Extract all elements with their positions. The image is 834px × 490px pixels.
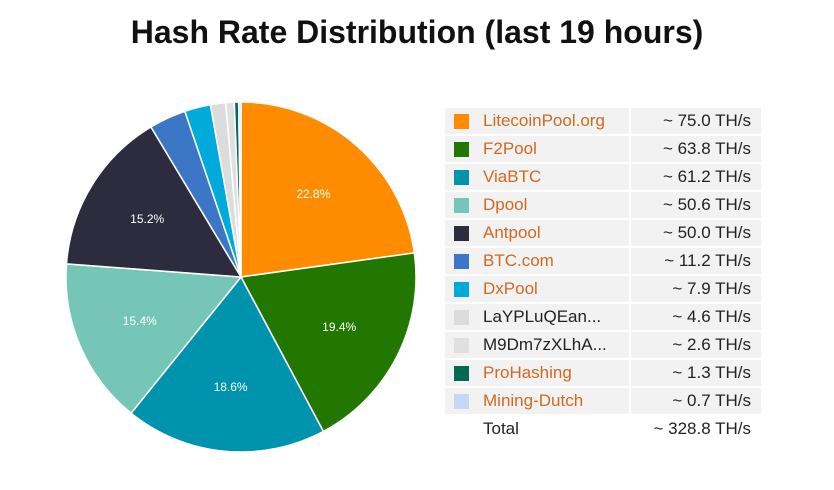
pool-link[interactable]: LitecoinPool.org [483, 111, 605, 130]
slice-percent-label: 22.8% [296, 187, 330, 201]
legend-gap [629, 388, 631, 414]
hash-rate-value: ~ 75.0 TH/s [631, 108, 761, 134]
slice-percent-label: 18.6% [214, 380, 248, 394]
legend-swatch [453, 394, 469, 410]
slice-percent-label: 15.4% [123, 314, 157, 328]
pool-address: M9Dm7zXLhA... [483, 335, 607, 354]
legend-row: ViaBTC ~ 61.2 TH/s [445, 164, 761, 190]
legend-gap [629, 304, 631, 330]
legend-swatch [453, 366, 469, 382]
legend-row: LitecoinPool.org ~ 75.0 TH/s [445, 108, 761, 134]
legend-swatch [453, 282, 469, 298]
legend-gap [629, 416, 631, 442]
legend-name-cell: F2Pool [477, 136, 629, 162]
pie-slice-f2pool[interactable] [239, 252, 417, 433]
pool-link[interactable]: Mining-Dutch [483, 391, 584, 410]
legend-swatch [453, 198, 469, 214]
legend-swatch-cell [445, 360, 477, 386]
hash-rate-value: ~ 11.2 TH/s [631, 248, 761, 274]
legend-swatch-cell [445, 248, 477, 274]
total-label: Total [483, 419, 519, 438]
pie-slice-litecoinpool-org[interactable] [240, 101, 416, 278]
legend-total-spacer [445, 416, 477, 442]
legend-swatch [453, 142, 469, 158]
pool-link[interactable]: Antpool [483, 223, 541, 242]
chart-title: Hash Rate Distribution (last 19 hours) [130, 14, 704, 50]
legend-name-cell: M9Dm7zXLhA... [477, 332, 629, 358]
legend-swatch [453, 338, 469, 354]
legend-row: Dpool ~ 50.6 TH/s [445, 192, 761, 218]
legend-row: ProHashing ~ 1.3 TH/s [445, 360, 761, 386]
pie-slice-viabtc[interactable] [130, 275, 325, 453]
legend-swatch-cell [445, 136, 477, 162]
hash-rate-value: ~ 50.0 TH/s [631, 220, 761, 246]
legend-row: M9Dm7zXLhA... ~ 2.6 TH/s [445, 332, 761, 358]
legend-gap [629, 192, 631, 218]
legend-swatch [453, 170, 469, 186]
pie-chart: 22.8% 19.4% 18.6% 15.4% 15.2% [65, 101, 417, 453]
pool-link[interactable]: F2Pool [483, 139, 537, 158]
legend-swatch-cell [445, 220, 477, 246]
legend-gap [629, 360, 631, 386]
legend-swatch-cell [445, 192, 477, 218]
legend-name-cell: LitecoinPool.org [477, 108, 629, 134]
pool-address: LaYPLuQEan... [483, 307, 602, 326]
legend-gap [629, 220, 631, 246]
pie-slice-dpool[interactable] [65, 263, 243, 415]
legend-row: Mining-Dutch ~ 0.7 TH/s [445, 388, 761, 414]
legend-row: LaYPLuQEan... ~ 4.6 TH/s [445, 304, 761, 330]
legend-row: BTC.com ~ 11.2 TH/s [445, 248, 761, 274]
legend-row: DxPool ~ 7.9 TH/s [445, 276, 761, 302]
hash-rate-value: ~ 50.6 TH/s [631, 192, 761, 218]
legend-gap [629, 108, 631, 134]
legend-name-cell: DxPool [477, 276, 629, 302]
pool-link[interactable]: ProHashing [483, 363, 572, 382]
legend-gap [629, 164, 631, 190]
legend-swatch-cell [445, 388, 477, 414]
legend-name-cell: ViaBTC [477, 164, 629, 190]
legend-name-cell: BTC.com [477, 248, 629, 274]
hash-rate-value: ~ 4.6 TH/s [631, 304, 761, 330]
hash-rate-value: ~ 2.6 TH/s [631, 332, 761, 358]
hash-rate-value: ~ 7.9 TH/s [631, 276, 761, 302]
pool-link[interactable]: ViaBTC [483, 167, 542, 186]
legend-swatch [453, 226, 469, 242]
pool-link[interactable]: BTC.com [483, 251, 554, 270]
legend-name-cell: Mining-Dutch [477, 388, 629, 414]
legend-table: LitecoinPool.org ~ 75.0 TH/s F2Pool ~ 63.8 … [445, 106, 761, 444]
legend-swatch [453, 114, 469, 130]
hash-rate-value: ~ 1.3 TH/s [631, 360, 761, 386]
legend-swatch-cell [445, 276, 477, 302]
hash-rate-value: ~ 0.7 TH/s [631, 388, 761, 414]
legend-name-cell: Antpool [477, 220, 629, 246]
pool-link[interactable]: DxPool [483, 279, 538, 298]
pool-link[interactable]: Dpool [483, 195, 528, 214]
legend-swatch [453, 254, 469, 270]
pie-slice-mining-dutch[interactable] [237, 101, 242, 278]
hash-rate-value: ~ 63.8 TH/s [631, 136, 761, 162]
legend-total-row: Total ~ 328.8 TH/s [445, 416, 761, 442]
legend-swatch-cell [445, 108, 477, 134]
hash-rate-value: ~ 61.2 TH/s [631, 164, 761, 190]
legend-name-cell: ProHashing [477, 360, 629, 386]
legend-name-cell: LaYPLuQEan... [477, 304, 629, 330]
legend-swatch-cell [445, 304, 477, 330]
slice-percent-label: 19.4% [322, 320, 356, 334]
legend-swatch [453, 310, 469, 326]
legend-gap [629, 136, 631, 162]
legend-swatch-cell [445, 164, 477, 190]
pie-slice-antpool[interactable] [65, 125, 243, 278]
total-value: ~ 328.8 TH/s [653, 419, 752, 438]
legend-gap [629, 332, 631, 358]
legend-gap [629, 276, 631, 302]
legend-row: F2Pool ~ 63.8 TH/s [445, 136, 761, 162]
slice-percent-label: 15.2% [130, 212, 164, 226]
legend-swatch-cell [445, 332, 477, 358]
legend-name-cell: Dpool [477, 192, 629, 218]
legend-row: Antpool ~ 50.0 TH/s [445, 220, 761, 246]
legend-gap [629, 248, 631, 274]
